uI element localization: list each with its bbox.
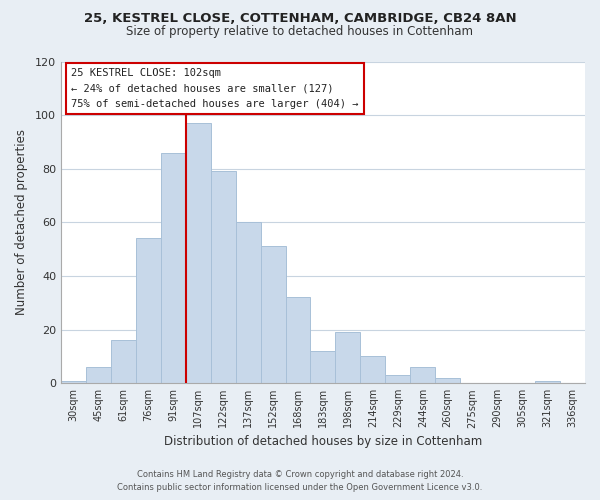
Bar [361, 356, 385, 383]
Bar [161, 152, 186, 383]
Text: 25, KESTREL CLOSE, COTTENHAM, CAMBRIDGE, CB24 8AN: 25, KESTREL CLOSE, COTTENHAM, CAMBRIDGE,… [83, 12, 517, 26]
Bar [410, 367, 435, 383]
Text: Size of property relative to detached houses in Cottenham: Size of property relative to detached ho… [127, 25, 473, 38]
Bar [186, 123, 211, 383]
Bar [435, 378, 460, 383]
Text: Contains HM Land Registry data © Crown copyright and database right 2024.
Contai: Contains HM Land Registry data © Crown c… [118, 470, 482, 492]
Bar [211, 172, 236, 383]
Bar [111, 340, 136, 383]
Bar [335, 332, 361, 383]
Bar [535, 380, 560, 383]
Bar [236, 222, 260, 383]
Bar [286, 298, 310, 383]
Bar [260, 246, 286, 383]
Y-axis label: Number of detached properties: Number of detached properties [15, 130, 28, 316]
Bar [136, 238, 161, 383]
Bar [86, 367, 111, 383]
Bar [61, 380, 86, 383]
Bar [385, 375, 410, 383]
Text: 25 KESTREL CLOSE: 102sqm
← 24% of detached houses are smaller (127)
75% of semi-: 25 KESTREL CLOSE: 102sqm ← 24% of detach… [71, 68, 359, 109]
X-axis label: Distribution of detached houses by size in Cottenham: Distribution of detached houses by size … [164, 434, 482, 448]
Bar [310, 351, 335, 383]
